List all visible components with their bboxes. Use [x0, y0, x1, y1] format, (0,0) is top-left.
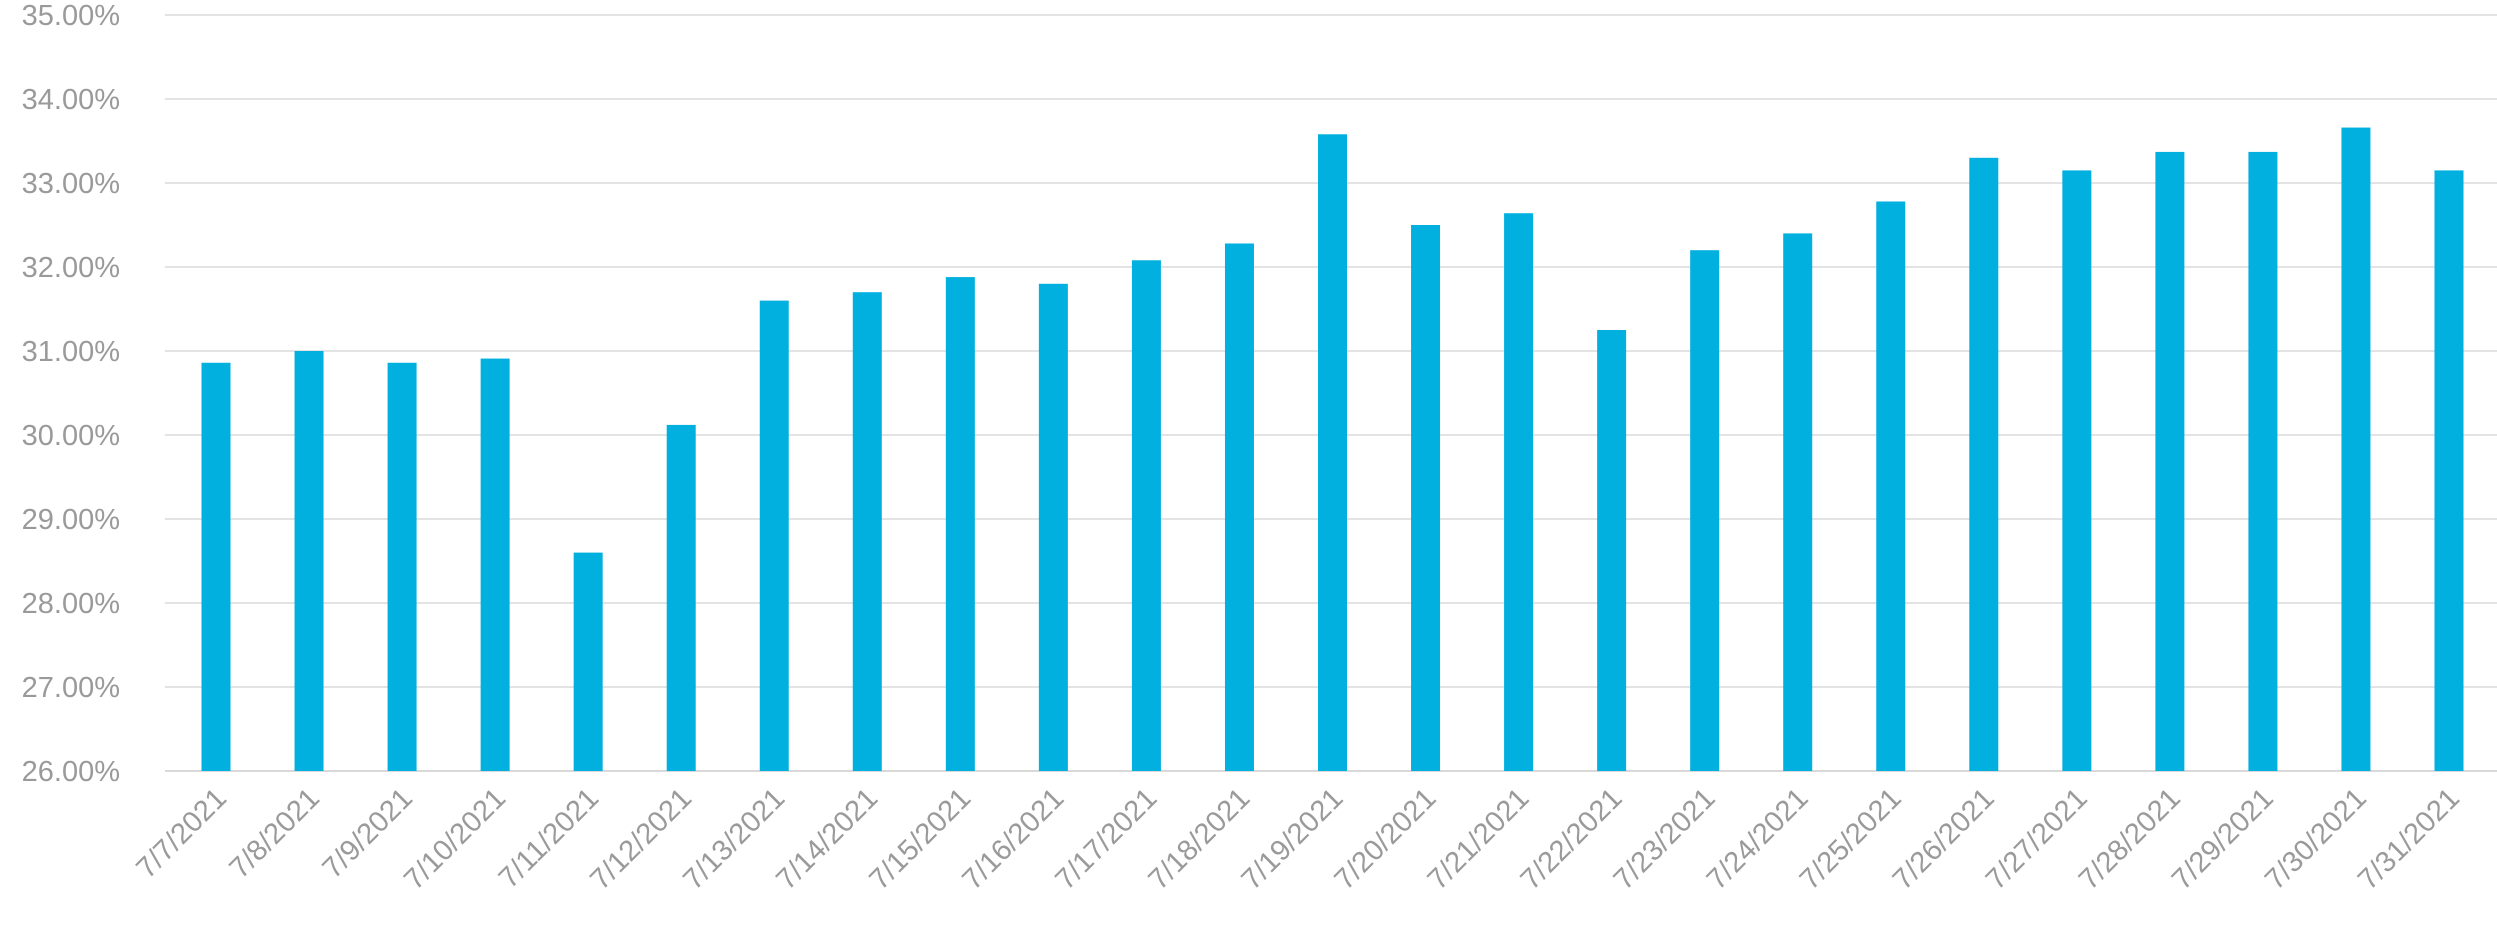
bar-7/28/2021 [2155, 151, 2185, 772]
x-tick-label: 7/16/2021 [956, 782, 1070, 896]
bar-7/7/2021 [201, 362, 231, 771]
bar-7/10/2021 [480, 358, 510, 771]
x-tick-label: 7/29/2021 [2166, 782, 2280, 896]
bar-7/17/2021 [1131, 260, 1161, 771]
x-tick-label: 7/22/2021 [1515, 782, 1629, 896]
y-axis-tick-labels: 26.00% 27.00% 28.00% 29.00% 30.00% 31.00% 32.0… [22, 0, 120, 788]
y-tick-label: 27.00% [22, 672, 120, 704]
x-tick-label: 7/25/2021 [1794, 782, 1908, 896]
x-tick-label: 7/30/2021 [2259, 782, 2373, 896]
bar-7/20/2021 [1411, 225, 1441, 771]
bar-7/11/2021 [573, 552, 603, 771]
bar-7/9/2021 [387, 362, 417, 771]
bar-7/25/2021 [1876, 201, 1906, 772]
x-tick-label: 7/24/2021 [1701, 782, 1815, 896]
bar-7/21/2021 [1504, 213, 1534, 772]
x-tick-label: 7/20/2021 [1329, 782, 1443, 896]
x-tick-label: 7/14/2021 [770, 782, 884, 896]
x-tick-label: 7/15/2021 [863, 782, 977, 896]
x-tick-label: 7/10/2021 [398, 782, 512, 896]
bar-7/27/2021 [2062, 170, 2092, 771]
bar-7/15/2021 [945, 277, 975, 771]
x-tick-label: 7/13/2021 [677, 782, 791, 896]
bar-7/14/2021 [852, 292, 882, 771]
bar-7/23/2021 [1690, 250, 1720, 771]
bar-7/18/2021 [1224, 243, 1254, 772]
x-tick-label: 7/23/2021 [1608, 782, 1722, 896]
y-tick-label: 26.00% [22, 756, 120, 788]
y-tick-label: 32.00% [22, 252, 120, 284]
x-tick-label: 7/18/2021 [1143, 782, 1257, 896]
bars [201, 127, 2464, 772]
x-tick-label: 7/21/2021 [1422, 782, 1536, 896]
bar-7/8/2021 [294, 351, 324, 771]
bar-7/22/2021 [1597, 330, 1627, 771]
x-tick-label: 7/27/2021 [1980, 782, 2094, 896]
bar-7/24/2021 [1783, 233, 1813, 771]
bar-7/31/2021 [2434, 170, 2464, 771]
x-tick-label: 7/19/2021 [1236, 782, 1350, 896]
y-tick-label: 30.00% [22, 420, 120, 452]
bar-7/12/2021 [666, 424, 696, 771]
bar-7/29/2021 [2248, 151, 2278, 772]
bar-7/13/2021 [759, 300, 789, 771]
y-tick-label: 35.00% [22, 0, 120, 32]
x-tick-label: 7/7/2021 [130, 782, 232, 884]
bar-7/30/2021 [2341, 127, 2371, 771]
bar-7/19/2021 [1318, 134, 1347, 771]
y-tick-label: 28.00% [22, 588, 120, 620]
bar-7/16/2021 [1038, 283, 1068, 771]
x-tick-label: 7/28/2021 [2073, 782, 2187, 896]
x-tick-label: 7/26/2021 [1887, 782, 2001, 896]
y-tick-label: 34.00% [22, 84, 120, 116]
x-tick-label: 7/8/2021 [224, 782, 326, 884]
x-tick-label: 7/17/2021 [1050, 782, 1164, 896]
y-tick-label: 29.00% [22, 504, 120, 536]
bar-7/26/2021 [1969, 157, 1999, 772]
x-tick-label: 7/31/2021 [2352, 782, 2466, 896]
y-tick-label: 33.00% [22, 168, 120, 200]
x-axis-tick-labels: 7/7/20217/8/20217/9/20217/10/20217/11/20… [130, 782, 2465, 896]
y-tick-label: 31.00% [22, 336, 120, 368]
x-tick-label: 7/12/2021 [584, 782, 698, 896]
